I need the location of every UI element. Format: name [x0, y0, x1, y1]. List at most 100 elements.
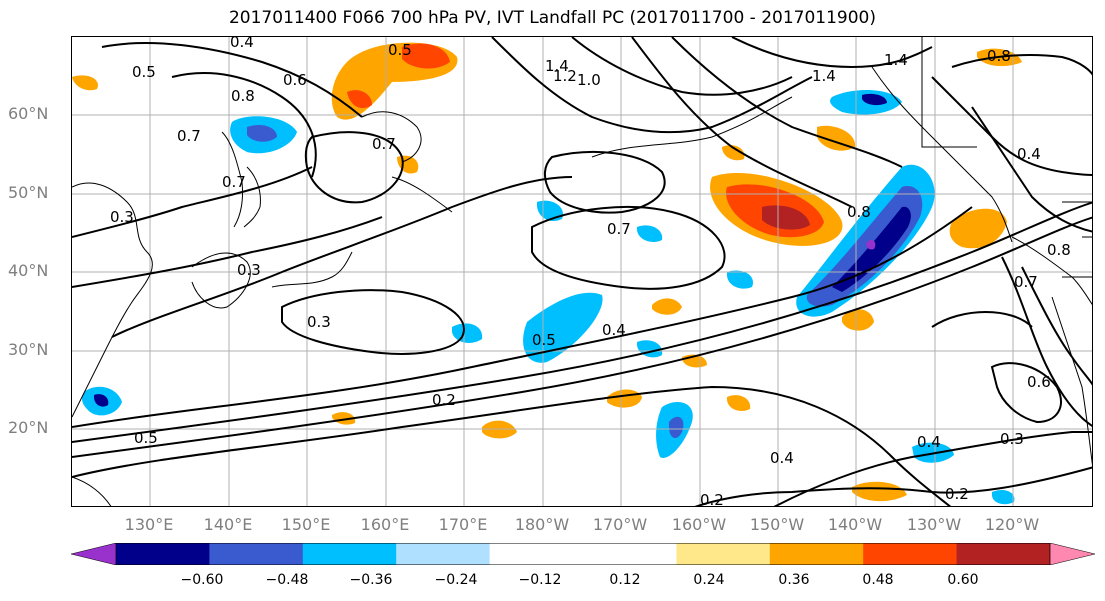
contour-label: 1.4	[545, 57, 569, 75]
colorbar-tick-label: 0.12	[609, 572, 641, 588]
contour-label: 0.3	[237, 261, 261, 279]
positive-anomaly-patch	[482, 420, 517, 439]
latitude-label: 20°N	[8, 418, 49, 437]
longitude-label: 150°E	[281, 515, 331, 534]
contour-label: 0.7	[607, 220, 631, 238]
colorbar-swatch	[116, 543, 210, 565]
contour-label: 0.3	[307, 313, 331, 331]
contour-label: 0.6	[1027, 373, 1051, 391]
positive-anomaly-patch	[347, 90, 372, 109]
positive-anomaly-patch	[72, 75, 98, 91]
colorbar-min-extension	[70, 542, 117, 566]
positive-anomaly-patch	[397, 155, 419, 174]
negative-anomaly-patch	[806, 186, 923, 307]
colorbar-swatch	[396, 543, 491, 565]
contour-label: 0.8	[231, 87, 255, 105]
contour-label: 0.7	[177, 127, 201, 145]
negative-anomaly-patch	[247, 125, 277, 142]
negative-anomaly-patch	[537, 200, 563, 222]
latitude-label: 40°N	[8, 261, 49, 280]
contour-label: 0.7	[372, 135, 396, 153]
longitude-label: 170°E	[438, 515, 488, 534]
contour-label: 0.6	[283, 71, 307, 89]
contour-label: 1.0	[577, 71, 601, 89]
positive-anomaly-patch	[727, 395, 751, 411]
contour-label: 0.4	[1017, 145, 1041, 163]
contour-label: 0.7	[1014, 273, 1038, 291]
colorbar-tick-label: −0.36	[349, 572, 393, 588]
colorbar-swatch	[489, 543, 584, 565]
colorbar-tick-label: −0.60	[180, 572, 224, 588]
positive-anomaly-patch	[949, 208, 1007, 249]
longitude-label: 160°E	[360, 515, 410, 534]
contour-label: 0.3	[1000, 430, 1024, 448]
contour-label: 0.2	[700, 491, 724, 507]
contour-label: 0.8	[1047, 241, 1071, 259]
negative-anomaly-patch	[523, 292, 603, 363]
longitude-label: 120°W	[984, 515, 1040, 534]
contour-label: 0.5	[134, 429, 158, 447]
negative-anomaly-patch	[94, 394, 109, 407]
latitude-label: 60°N	[8, 104, 49, 123]
contour-label: 0.4	[917, 433, 941, 451]
latitude-label: 50°N	[8, 183, 49, 202]
colorbar-swatches	[70, 542, 1096, 566]
contour-label: 1.4	[884, 51, 908, 69]
colorbar-swatch	[583, 543, 677, 565]
colorbar-tick-label: 0.60	[947, 572, 979, 588]
positive-anomaly-patch	[607, 389, 642, 408]
contour-label: 0.5	[388, 41, 412, 59]
contour-label: 0.5	[132, 63, 156, 81]
contour-label: 0.8	[987, 47, 1011, 65]
contour-label: 0.4	[770, 449, 794, 467]
negative-anomaly-patch	[866, 239, 876, 250]
longitude-label: 130°W	[906, 515, 962, 534]
colorbar-tick-label: −0.24	[434, 572, 478, 588]
positive-anomaly-patch	[402, 43, 450, 69]
latitude-label: 30°N	[8, 340, 49, 359]
map-panel: 0.4 0.5 1.4 1.2 1.0 1.4 1.4 0.8 0.5 0.6 …	[71, 36, 1093, 507]
negative-anomaly-patch	[727, 270, 753, 289]
map-canvas: 0.4 0.5 1.4 1.2 1.0 1.4 1.4 0.8 0.5 0.6 …	[72, 37, 1092, 507]
colorbar-outline	[115, 543, 1051, 565]
positive-anomaly-patch	[762, 205, 810, 230]
map-title: 2017011400 F066 700 hPa PV, IVT Landfall…	[228, 8, 876, 28]
contour-label: 0.5	[532, 331, 556, 349]
contour-labels: 0.4 0.5 1.4 1.2 1.0 1.4 1.4 0.8 0.5 0.6 …	[110, 37, 1071, 507]
longitude-label: 160°W	[671, 515, 727, 534]
colorbar-swatch	[863, 543, 958, 565]
shaded-anomalies	[72, 42, 1022, 502]
negative-anomaly-patch	[637, 225, 663, 242]
negative-anomaly-patch	[862, 93, 887, 106]
contour-label: 0.2	[432, 391, 456, 409]
colorbar-swatch	[209, 543, 304, 565]
contour-label: 1.4	[812, 67, 836, 85]
positive-anomaly-patch	[842, 309, 874, 331]
coastlines	[72, 37, 1092, 506]
colorbar-swatch	[676, 543, 771, 565]
colorbar-max-extension	[1049, 542, 1096, 566]
colorbar-tick-label: −0.48	[265, 572, 309, 588]
positive-anomaly-patch	[652, 298, 682, 315]
contour-label: 1.2	[553, 67, 577, 85]
colorbar-tick-label: 0.24	[693, 572, 725, 588]
colorbar-tick-label: 0.36	[778, 572, 810, 588]
longitude-label: 140°E	[203, 515, 253, 534]
shaded-anomalies-negative	[82, 90, 1015, 505]
positive-anomaly-patch	[852, 481, 907, 502]
negative-anomaly-patch	[669, 416, 684, 439]
contour-label: 0.8	[847, 203, 871, 221]
contour-label: 0.4	[602, 321, 626, 339]
longitude-label: 180°W	[514, 515, 570, 534]
longitude-label: 170°W	[592, 515, 648, 534]
colorbar-swatch	[302, 543, 397, 565]
longitude-label: 140°W	[827, 515, 883, 534]
colorbar-tick-label: −0.12	[518, 572, 562, 588]
longitude-label: 150°W	[749, 515, 805, 534]
colorbar	[70, 542, 1096, 569]
colorbar-swatch	[769, 543, 864, 565]
positive-anomaly-patch	[722, 145, 745, 161]
contour-label: 0.2	[945, 485, 969, 503]
colorbar-swatch	[956, 543, 1051, 565]
longitude-label: 130°E	[124, 515, 174, 534]
